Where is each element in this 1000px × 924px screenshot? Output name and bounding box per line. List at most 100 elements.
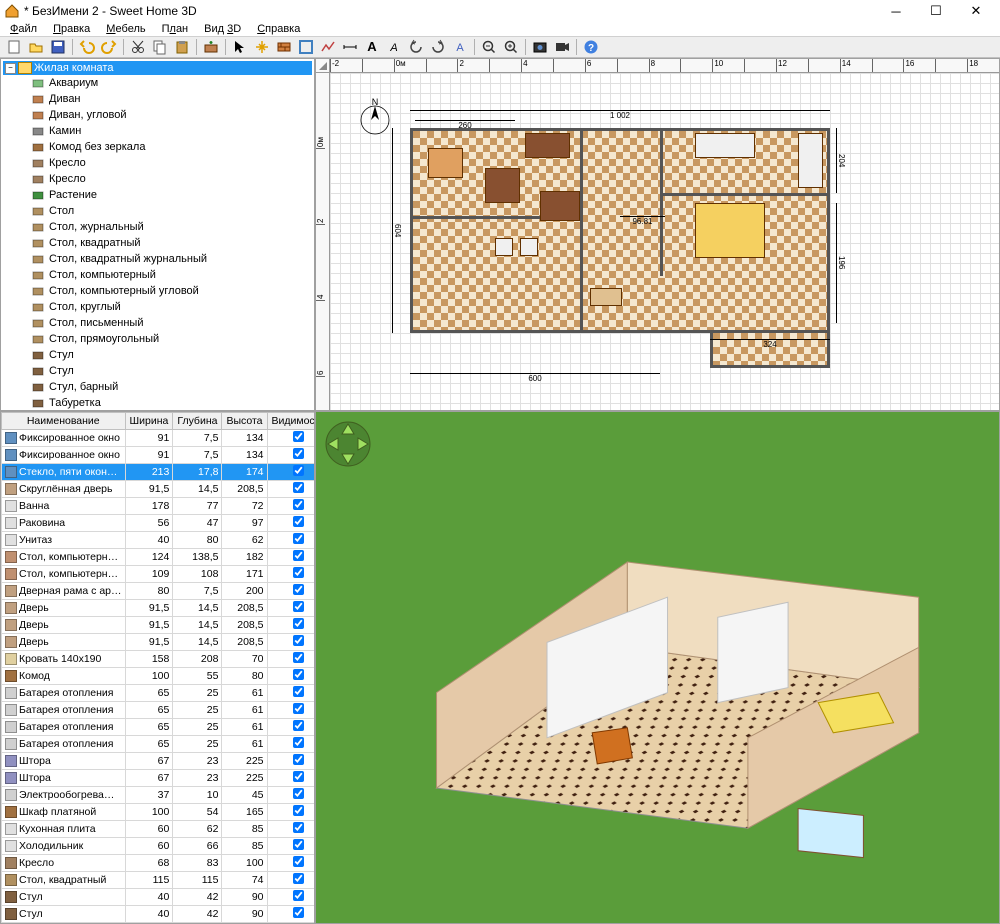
catalog-item[interactable]: Стол xyxy=(3,203,312,219)
catalog-item[interactable]: Стол, компьютерный xyxy=(3,267,312,283)
visibility-checkbox[interactable] xyxy=(293,788,304,799)
new-button[interactable] xyxy=(4,37,24,57)
visibility-checkbox[interactable] xyxy=(293,499,304,510)
wall-button[interactable] xyxy=(274,37,294,57)
cell-visible[interactable] xyxy=(267,481,315,498)
table-row[interactable]: Дверь91,514,5208,5 xyxy=(2,600,316,617)
expand-icon[interactable]: − xyxy=(5,63,16,74)
cell-visible[interactable] xyxy=(267,889,315,906)
plan-furniture[interactable] xyxy=(695,203,765,258)
visibility-checkbox[interactable] xyxy=(293,482,304,493)
cell-visible[interactable] xyxy=(267,804,315,821)
cell-visible[interactable] xyxy=(267,838,315,855)
plan-furniture[interactable] xyxy=(540,191,580,221)
interior-wall[interactable] xyxy=(660,193,830,196)
col-header[interactable]: Ширина xyxy=(125,413,173,430)
visibility-checkbox[interactable] xyxy=(293,601,304,612)
table-row[interactable]: Стул404290 xyxy=(2,906,316,923)
table-row[interactable]: Скруглённая дверь91,514,5208,5 xyxy=(2,481,316,498)
table-row[interactable]: Кухонная плита606285 xyxy=(2,821,316,838)
save-button[interactable] xyxy=(48,37,68,57)
3d-label-button[interactable]: A xyxy=(450,37,470,57)
undo-button[interactable] xyxy=(77,37,97,57)
table-row[interactable]: Шкаф платяной10054165 xyxy=(2,804,316,821)
plan-furniture[interactable] xyxy=(495,238,513,256)
catalog-item[interactable]: Табуретка xyxy=(3,395,312,411)
visibility-checkbox[interactable] xyxy=(293,754,304,765)
catalog-item[interactable]: Кресло xyxy=(3,171,312,187)
table-row[interactable]: Батарея отопления652561 xyxy=(2,702,316,719)
maximize-button[interactable]: ☐ xyxy=(916,0,956,22)
visibility-checkbox[interactable] xyxy=(293,533,304,544)
cell-visible[interactable] xyxy=(267,736,315,753)
catalog-item[interactable]: Комод без зеркала xyxy=(3,139,312,155)
table-row[interactable]: Кровать 140x19015820870 xyxy=(2,651,316,668)
zoom-in-button[interactable] xyxy=(501,37,521,57)
table-row[interactable]: Электрообогрева…371045 xyxy=(2,787,316,804)
visibility-checkbox[interactable] xyxy=(293,652,304,663)
table-row[interactable]: Стол, квадратный11511574 xyxy=(2,872,316,889)
furniture-table[interactable]: НаименованиеШиринаГлубинаВысотаВидимость… xyxy=(1,412,315,923)
pan-button[interactable] xyxy=(252,37,272,57)
visibility-checkbox[interactable] xyxy=(293,550,304,561)
menu-правка[interactable]: Правка xyxy=(45,22,98,36)
visibility-checkbox[interactable] xyxy=(293,890,304,901)
table-row[interactable]: Ванна1787772 xyxy=(2,498,316,515)
interior-wall[interactable] xyxy=(580,128,583,333)
catalog-item[interactable]: Кресло xyxy=(3,155,312,171)
col-header[interactable]: Видимость xyxy=(267,413,315,430)
col-header[interactable]: Высота xyxy=(222,413,267,430)
zoom-out-button[interactable] xyxy=(479,37,499,57)
table-row[interactable]: Дверь91,514,5208,5 xyxy=(2,617,316,634)
rotate-right-button[interactable] xyxy=(428,37,448,57)
rotate-left-button[interactable] xyxy=(406,37,426,57)
plan-canvas[interactable]: N 1 00226060460020419632496.81 xyxy=(330,73,999,410)
plan-furniture[interactable] xyxy=(428,148,463,178)
visibility-checkbox[interactable] xyxy=(293,465,304,476)
catalog-item[interactable]: Аквариум xyxy=(3,75,312,91)
cell-visible[interactable] xyxy=(267,583,315,600)
cell-visible[interactable] xyxy=(267,447,315,464)
plan-furniture[interactable] xyxy=(695,133,755,158)
visibility-checkbox[interactable] xyxy=(293,822,304,833)
menu-вид 3d[interactable]: Вид 3D xyxy=(196,22,249,36)
close-button[interactable]: ✕ xyxy=(956,0,996,22)
table-row[interactable]: Дверная рама с ар…807,5200 xyxy=(2,583,316,600)
plan-furniture[interactable] xyxy=(590,288,622,306)
menu-справка[interactable]: Справка xyxy=(249,22,308,36)
table-row[interactable]: Штора6723225 xyxy=(2,753,316,770)
furniture-table-pane[interactable]: НаименованиеШиринаГлубинаВысотаВидимость… xyxy=(0,411,315,924)
catalog-item[interactable]: Стол, письменный xyxy=(3,315,312,331)
catalog-item[interactable]: Стол, квадратный журнальный xyxy=(3,251,312,267)
visibility-checkbox[interactable] xyxy=(293,873,304,884)
catalog-item[interactable]: Стол, круглый xyxy=(3,299,312,315)
video-button[interactable] xyxy=(552,37,572,57)
select-button[interactable] xyxy=(230,37,250,57)
cell-visible[interactable] xyxy=(267,821,315,838)
table-row[interactable]: Комод1005580 xyxy=(2,668,316,685)
col-header[interactable]: Глубина xyxy=(173,413,222,430)
label-button[interactable]: A xyxy=(384,37,404,57)
cut-button[interactable] xyxy=(128,37,148,57)
plan-furniture[interactable] xyxy=(525,133,570,158)
table-row[interactable]: Батарея отопления652561 xyxy=(2,719,316,736)
paste-button[interactable] xyxy=(172,37,192,57)
table-row[interactable]: Стол, компьютерн…124138,5182 xyxy=(2,549,316,566)
catalog-item[interactable]: Камин xyxy=(3,123,312,139)
add-furniture-button[interactable] xyxy=(201,37,221,57)
visibility-checkbox[interactable] xyxy=(293,839,304,850)
cell-visible[interactable] xyxy=(267,685,315,702)
cell-visible[interactable] xyxy=(267,668,315,685)
cell-visible[interactable] xyxy=(267,770,315,787)
table-row[interactable]: Стул404290 xyxy=(2,889,316,906)
table-row[interactable]: Батарея отопления652561 xyxy=(2,685,316,702)
cell-visible[interactable] xyxy=(267,872,315,889)
table-row[interactable]: Батарея отопления652561 xyxy=(2,736,316,753)
visibility-checkbox[interactable] xyxy=(293,431,304,442)
catalog-item[interactable]: Стол, компьютерный угловой xyxy=(3,283,312,299)
cell-visible[interactable] xyxy=(267,753,315,770)
catalog-item[interactable]: Стул xyxy=(3,363,312,379)
catalog-item[interactable]: Стол, прямоугольный xyxy=(3,331,312,347)
cell-visible[interactable] xyxy=(267,566,315,583)
cell-visible[interactable] xyxy=(267,787,315,804)
